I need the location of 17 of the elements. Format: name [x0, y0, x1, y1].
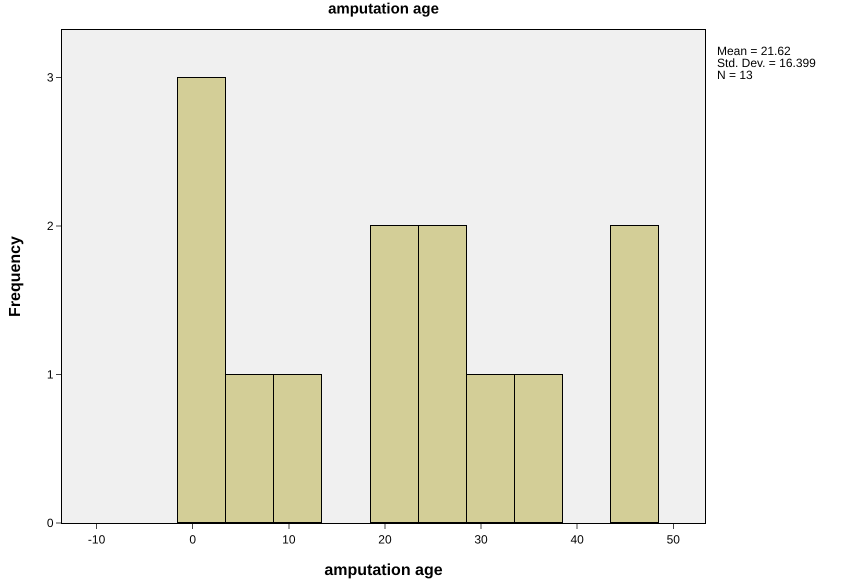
- x-tick-label: -10: [88, 532, 106, 546]
- text: N = 13: [717, 68, 754, 82]
- text: Std. Dev. = 16.399: [717, 56, 816, 70]
- y-tick-label: 2: [46, 219, 54, 234]
- x-tick-label: 10: [282, 532, 296, 546]
- x-axis-title: amputation age: [324, 562, 443, 579]
- y-axis-title: Frequency: [7, 236, 24, 317]
- y-tick-label: 1: [46, 368, 54, 382]
- y-tick-label: 0: [46, 516, 54, 530]
- y-tick-label: 3: [46, 70, 54, 85]
- x-tick-label: 40: [570, 532, 584, 546]
- x-tick-label: 50: [666, 532, 680, 546]
- x-tick-label: 30: [474, 532, 488, 546]
- x-tick-label: 0: [189, 532, 196, 546]
- text: Mean = 21.62: [717, 44, 792, 58]
- chart-title: amputation age: [328, 0, 439, 18]
- x-tick-label: 20: [378, 532, 392, 546]
